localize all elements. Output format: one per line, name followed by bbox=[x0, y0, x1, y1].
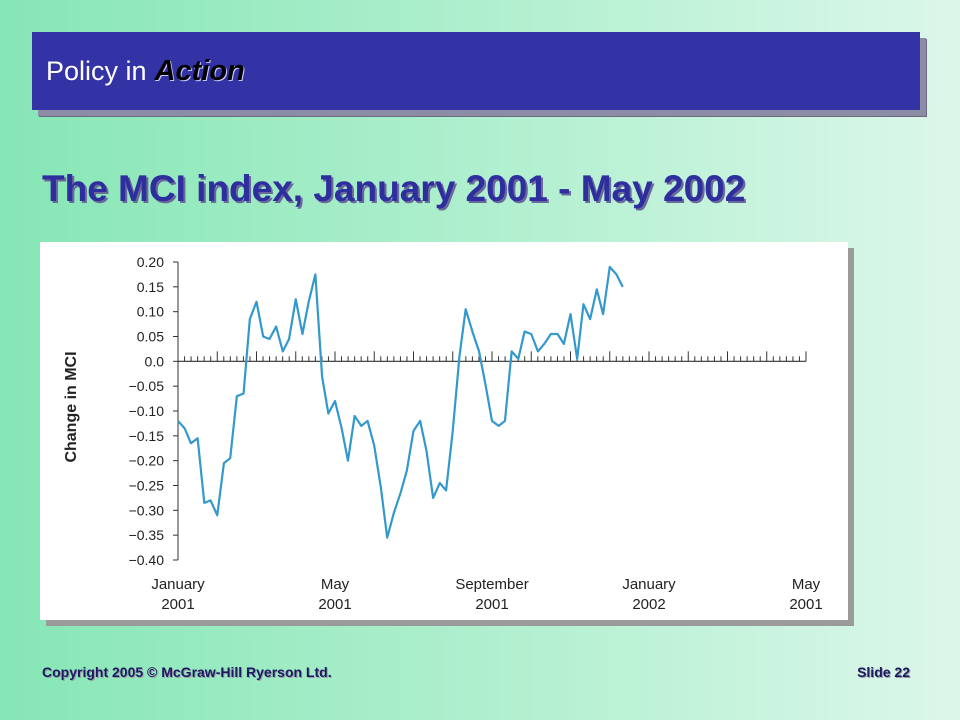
y-tick-label: −0.40 bbox=[129, 552, 165, 568]
y-tick-label: −0.25 bbox=[129, 478, 165, 494]
chart-panel: 0.20 0.15 0.10 0.05 0.0 −0.05 −0.10 −0.15 −0.20 −… bbox=[40, 242, 848, 620]
x-tick-label-month: January bbox=[151, 576, 205, 593]
x-tick-label-year: 2001 bbox=[789, 596, 822, 613]
y-tick-label: −0.35 bbox=[129, 527, 165, 543]
x-tick-label-month: May bbox=[792, 576, 821, 593]
x-tick-label-year: 2001 bbox=[161, 596, 194, 613]
y-tick-label: 0.15 bbox=[137, 279, 164, 295]
mci-series-line bbox=[177, 265, 624, 539]
x-tick-label-month: September bbox=[455, 576, 528, 593]
y-tick-label: 0.05 bbox=[137, 329, 164, 345]
y-tick-label: −0.15 bbox=[129, 428, 165, 444]
x-tick-label-year: 2002 bbox=[632, 596, 665, 613]
y-axis-label: Change in MCI bbox=[63, 351, 80, 462]
x-tick-label-month: January bbox=[622, 576, 676, 593]
slide-title: The MCI index, January 2001 - May 2002 bbox=[42, 168, 746, 209]
y-tick-label: −0.10 bbox=[129, 403, 165, 419]
y-tick-label: 0.10 bbox=[137, 304, 164, 320]
mci-line-chart: 0.20 0.15 0.10 0.05 0.0 −0.05 −0.10 −0.15 −0.20 −… bbox=[63, 254, 823, 613]
x-tick-label-month: May bbox=[321, 576, 350, 593]
x-tick-label-year: 2001 bbox=[475, 596, 508, 613]
copyright-text: Copyright 2005 © McGraw-Hill Ryerson Ltd… bbox=[42, 664, 332, 680]
title-emphasis: Action bbox=[154, 54, 245, 87]
x-tick-label-year: 2001 bbox=[318, 596, 351, 613]
y-tick-label: 0.0 bbox=[145, 353, 165, 369]
y-tick-label: −0.20 bbox=[129, 453, 165, 469]
title-plain: Policy in bbox=[46, 55, 147, 86]
y-tick-label: −0.30 bbox=[129, 502, 165, 518]
y-tick-label: −0.05 bbox=[129, 378, 165, 394]
slide-number: Slide 22 bbox=[857, 664, 910, 680]
y-tick-label: 0.20 bbox=[137, 254, 164, 270]
title-bar: Policy in Action bbox=[32, 32, 920, 110]
